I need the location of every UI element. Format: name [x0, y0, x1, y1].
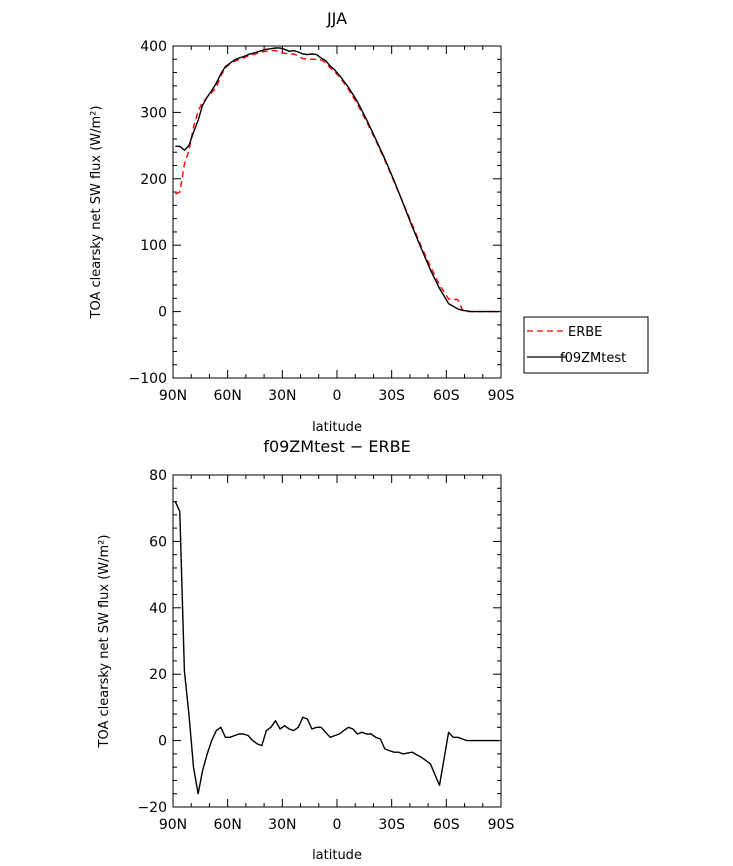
bottom-panel: f09ZMtest − ERBE 90N 60N 30N 0 30S 60S 90S −20 0… [97, 437, 514, 863]
bottom-y-axis-label: TOA clearsky net SW flux (W/m²) [97, 535, 112, 749]
top-series [175, 47, 499, 313]
legend-erbe-label: ERBE [568, 325, 602, 340]
bottom-x-axis-label: latitude [312, 848, 362, 863]
y-tick-label: 200 [140, 172, 167, 188]
top-panel: JJA 90N 60N 30N 0 30S 60S 90S −100 0 100 200 300 400… [89, 9, 514, 435]
bottom-plot-frame [172, 474, 502, 808]
bottom-series [174, 501, 499, 795]
top-ticks: 90N 60N 30N 0 30S 60S 90S −100 0 100 200 300 400 [129, 39, 515, 404]
x-tick-label: 90S [488, 388, 515, 404]
y-tick-label: 60 [149, 534, 167, 550]
y-tick-label: 400 [140, 39, 167, 55]
top-chart-title: JJA [326, 9, 347, 28]
x-tick-label: 60S [433, 817, 460, 833]
y-tick-label: −100 [129, 371, 167, 387]
x-tick-label: 60N [214, 388, 242, 404]
y-tick-label: 80 [149, 468, 167, 484]
y-tick-label: 300 [140, 105, 167, 121]
x-tick-label: 30N [268, 388, 296, 404]
x-tick-label: 60N [214, 817, 242, 833]
x-tick-label: 90N [159, 388, 187, 404]
y-tick-label: −20 [137, 800, 167, 816]
x-tick-label: 30S [378, 817, 405, 833]
x-tick-label: 90N [159, 817, 187, 833]
erbe-series-line [175, 49, 499, 313]
y-tick-label: 0 [158, 734, 167, 750]
top-y-axis-label: TOA clearsky net SW flux (W/m²) [89, 106, 104, 320]
bottom-ticks: 90N 60N 30N 0 30S 60S 90S −20 0 20 40 60 80 [137, 468, 514, 833]
legend-model-label: f09ZMtest [560, 351, 626, 366]
top-x-axis-label: latitude [312, 420, 362, 435]
x-tick-label: 0 [333, 817, 342, 833]
x-tick-label: 30N [268, 817, 296, 833]
legend-box [523, 316, 649, 374]
x-tick-label: 0 [333, 388, 342, 404]
f09zmtest-series-line [175, 47, 499, 313]
y-tick-label: 100 [140, 238, 167, 254]
y-tick-label: 20 [149, 667, 167, 683]
x-tick-label: 90S [488, 817, 515, 833]
x-tick-label: 30S [378, 388, 405, 404]
legend: ERBE f09ZMtest [523, 316, 649, 374]
difference-series-line [174, 501, 499, 795]
top-plot-frame [172, 45, 502, 379]
bottom-chart-title: f09ZMtest − ERBE [263, 437, 410, 456]
y-tick-label: 40 [149, 601, 167, 617]
x-tick-label: 60S [433, 388, 460, 404]
y-tick-label: 0 [158, 305, 167, 321]
